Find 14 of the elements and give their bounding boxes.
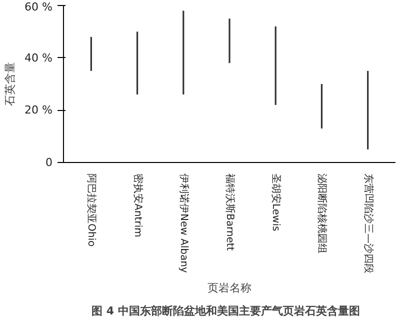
- y-axis-title: 石英含量: [4, 62, 17, 106]
- x-tick-label: 伊利诺伊New Albany: [178, 174, 190, 273]
- caption: 图 4 中国东部断陷盆地和美国主要产气页岩石英含量图: [92, 304, 360, 318]
- x-tick-label: 阿巴拉契亚Ohio: [86, 174, 98, 247]
- y-tick-label: 60 %: [24, 0, 53, 14]
- y-tick-label: 40 %: [24, 51, 53, 64]
- x-tick-label: 泌阳断陷核桃园组: [316, 174, 328, 254]
- x-axis-title: 页岩名称: [208, 282, 252, 294]
- x-tick-label: 东营凹陷沙三—沙四段: [362, 174, 374, 274]
- x-tick-label: 密执安Antrim: [132, 174, 144, 238]
- x-tick-label: 福特沃斯Barnett: [224, 174, 236, 251]
- x-tick-label: 圣胡安Lewis: [270, 174, 282, 232]
- y-tick-label: 20 %: [24, 104, 53, 117]
- y-tick-label: 0: [46, 156, 52, 169]
